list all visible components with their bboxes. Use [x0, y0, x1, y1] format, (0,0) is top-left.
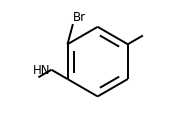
Text: HN: HN [33, 64, 51, 77]
Text: Br: Br [73, 11, 86, 24]
